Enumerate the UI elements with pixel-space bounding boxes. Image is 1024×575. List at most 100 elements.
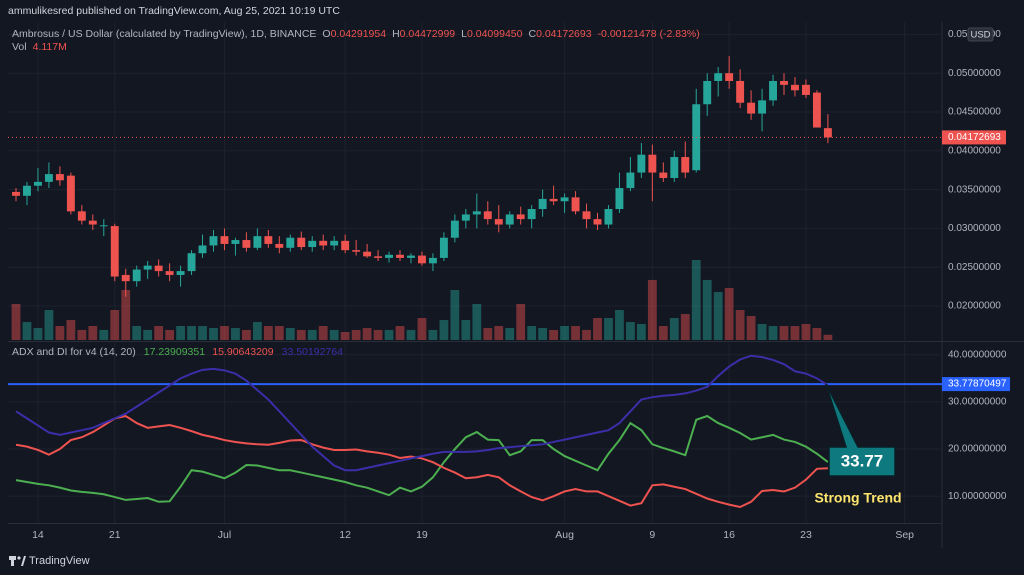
volume-bar bbox=[318, 326, 328, 340]
volume-bar bbox=[658, 326, 668, 340]
volume-bar bbox=[768, 326, 778, 340]
candle-body bbox=[143, 265, 152, 270]
volume-bar bbox=[340, 331, 350, 340]
candle-body bbox=[352, 250, 361, 252]
volume-bar bbox=[33, 328, 43, 340]
y-tick-label: 0.02500000 bbox=[948, 262, 1001, 273]
y-tick-label: 0.05000000 bbox=[948, 68, 1001, 79]
indicator-value: 15.90643209 bbox=[212, 346, 273, 358]
candle-body bbox=[198, 245, 207, 254]
candle-body bbox=[615, 188, 624, 210]
candle-body bbox=[637, 154, 646, 173]
price-change: -0.00121478 (-2.83%) bbox=[598, 28, 700, 40]
candle-body bbox=[264, 236, 273, 244]
volume-bar bbox=[66, 320, 76, 340]
candle-body bbox=[34, 181, 42, 186]
volume-bar bbox=[77, 329, 87, 340]
indicator-value: 17.23909351 bbox=[144, 346, 205, 358]
volume-bar bbox=[571, 326, 580, 340]
volume-bar bbox=[143, 329, 153, 340]
candle-body bbox=[505, 214, 514, 225]
y-tick-label: 40.00000000 bbox=[948, 349, 1007, 360]
candle-body bbox=[461, 214, 470, 221]
candle-body bbox=[428, 257, 437, 264]
candle-body bbox=[275, 243, 284, 248]
x-tick-label: 19 bbox=[416, 529, 428, 541]
candle-body bbox=[472, 211, 481, 215]
callout-value: 33.77 bbox=[841, 451, 884, 470]
volume-bar bbox=[647, 279, 657, 340]
candle-body bbox=[418, 255, 426, 264]
candle-body bbox=[571, 197, 580, 212]
x-tick-label: 23 bbox=[800, 529, 812, 541]
volume-bar bbox=[198, 326, 207, 340]
volume-bar bbox=[242, 329, 251, 340]
volume-value: 4.117M bbox=[33, 41, 67, 53]
candle-body bbox=[648, 154, 657, 173]
candle-body bbox=[560, 197, 569, 202]
volume-bar bbox=[472, 304, 482, 340]
volume-bar bbox=[494, 326, 504, 340]
level-label: 33.77870497 bbox=[948, 379, 1007, 390]
volume-bar bbox=[351, 329, 361, 340]
footer-logo bbox=[9, 556, 26, 566]
candle-body bbox=[176, 271, 185, 275]
volume-bar bbox=[329, 329, 339, 340]
volume-bar bbox=[263, 326, 273, 340]
candle-body bbox=[527, 209, 536, 220]
ohlc-value: 0.04472999 bbox=[400, 28, 456, 40]
last-price-badge bbox=[942, 130, 1006, 145]
volume-bar bbox=[395, 326, 405, 340]
volume-bar bbox=[680, 314, 690, 340]
volume-bar bbox=[505, 328, 515, 340]
ohlc-value: 0.04172693 bbox=[536, 28, 592, 40]
candle-body bbox=[407, 255, 415, 258]
volume-bar bbox=[296, 329, 306, 340]
candle-body bbox=[769, 80, 777, 101]
candle-body bbox=[319, 240, 328, 246]
volume-bar bbox=[527, 326, 537, 340]
candle-body bbox=[165, 271, 174, 275]
volume-bar bbox=[702, 279, 712, 340]
candle-body bbox=[681, 157, 690, 173]
volume-bar bbox=[55, 326, 65, 340]
candle-body bbox=[308, 240, 317, 248]
volume-bar bbox=[801, 323, 811, 340]
volume-bar bbox=[187, 326, 196, 340]
volume-bar bbox=[373, 329, 383, 340]
y-tick-label: 0.04000000 bbox=[948, 145, 1001, 156]
y-tick-label: 0.03500000 bbox=[948, 184, 1001, 195]
candle-body bbox=[132, 269, 141, 282]
callout-box bbox=[825, 383, 896, 477]
candle-body bbox=[209, 236, 218, 246]
last-price-label: 0.04172693 bbox=[948, 132, 1001, 143]
volume-bar bbox=[362, 328, 372, 340]
volume-bar bbox=[11, 304, 21, 340]
volume-bar bbox=[560, 326, 569, 340]
candle-body bbox=[330, 240, 339, 246]
footer-brand: TradingView bbox=[29, 555, 90, 567]
overlay: Ambrosus / US Dollar (calculated by Trad… bbox=[12, 28, 700, 358]
volume-bar bbox=[516, 304, 526, 340]
candle-body bbox=[110, 226, 119, 277]
volume-bar bbox=[22, 322, 32, 340]
candle-body bbox=[714, 73, 723, 81]
volume-name: Vol bbox=[12, 41, 27, 53]
currency-label: USD bbox=[970, 30, 990, 41]
y-tick-label: 0.04500000 bbox=[948, 107, 1001, 118]
candle-body bbox=[823, 128, 832, 138]
candle-body bbox=[450, 220, 459, 238]
volume-bar bbox=[252, 322, 262, 340]
x-tick-label: 16 bbox=[723, 529, 735, 541]
volume-bar bbox=[746, 315, 756, 340]
candle-body bbox=[516, 214, 525, 220]
volume-bar bbox=[779, 326, 789, 340]
candle-body bbox=[44, 174, 53, 182]
volume-bar bbox=[428, 329, 438, 340]
candle-body bbox=[604, 209, 613, 225]
candle-body bbox=[12, 191, 20, 196]
candle-body bbox=[802, 84, 810, 95]
